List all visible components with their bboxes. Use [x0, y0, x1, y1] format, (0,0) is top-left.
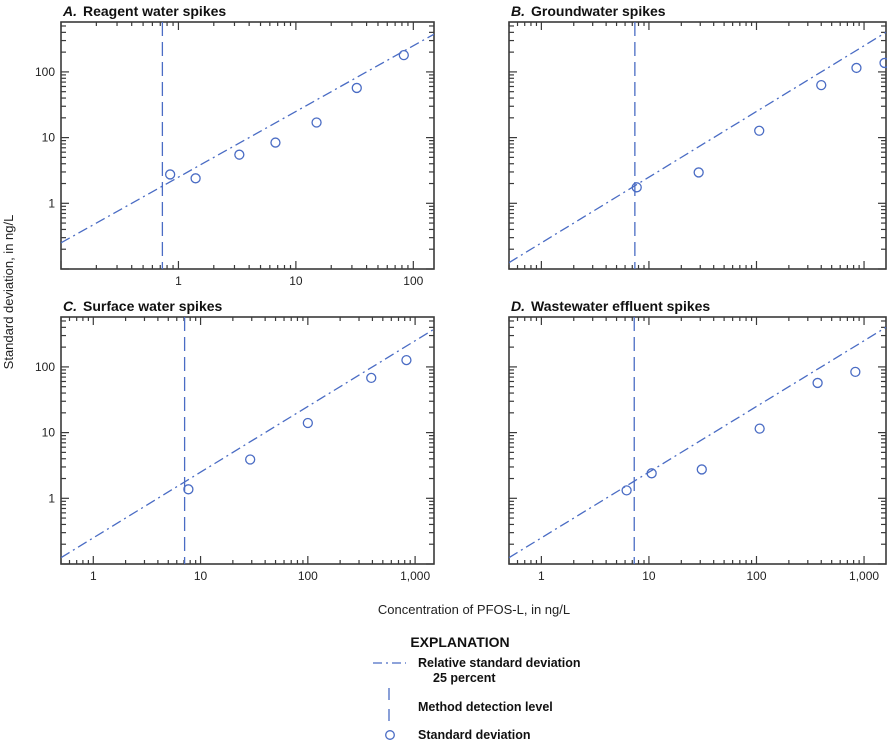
data-point	[816, 79, 827, 91]
rsd-line	[509, 31, 886, 264]
data-point	[302, 417, 313, 429]
plot-frame	[60, 316, 435, 565]
data-point	[270, 137, 281, 148]
legend-sd-label: Standard deviation	[418, 728, 531, 742]
y-axis-label: Standard deviation, in ng/L	[1, 215, 16, 370]
data-point	[351, 82, 362, 94]
panel-title-text: Wastewater effluent spikes	[531, 298, 710, 314]
y-tick-label: 100	[35, 65, 55, 79]
data-point	[401, 354, 412, 366]
data-point	[190, 173, 201, 184]
rsd-line	[61, 33, 434, 244]
x-tick-label: 10	[194, 569, 208, 583]
x-tick-label: 1,000	[849, 569, 879, 583]
panel-letter: D.	[511, 298, 525, 314]
data-point	[183, 484, 194, 495]
panels: A. Reagent water spikes 1 10 100 1 10 100 B. Grou…	[35, 3, 887, 583]
panel-letter: C.	[63, 298, 77, 314]
data-point	[398, 49, 409, 61]
x-tick-label: 10	[289, 274, 303, 288]
panel-title-text: Reagent water spikes	[83, 3, 226, 19]
x-tick-label: 1	[90, 569, 97, 583]
data-point	[812, 377, 823, 389]
rsd-line	[509, 326, 886, 559]
x-tick-label: 1	[538, 569, 545, 583]
data-point	[851, 62, 862, 74]
data-point	[245, 454, 256, 465]
data-point	[879, 57, 887, 69]
legend-rsd-sublabel: 25 percent	[433, 671, 496, 685]
rsd-line	[61, 328, 434, 559]
legend-circle-symbol	[385, 730, 395, 740]
y-tick-label: 100	[35, 360, 55, 374]
y-tick-label: 10	[42, 131, 56, 145]
legend-mdl-label: Method detection level	[418, 700, 553, 714]
panel-title-text: Surface water spikes	[83, 298, 223, 314]
panel-letter: A.	[62, 3, 77, 19]
x-tick-label: 100	[403, 274, 423, 288]
x-tick-label: 10	[642, 569, 656, 583]
panel-b: B. Groundwater spikes	[508, 3, 887, 270]
panel-d: D. Wastewater effluent spikes 1 10 100 1,000	[508, 298, 887, 583]
data-point	[311, 117, 322, 128]
data-point	[165, 169, 176, 180]
x-tick-label: 100	[746, 569, 766, 583]
data-point	[696, 464, 707, 475]
legend: EXPLANATION Relative standard deviation …	[373, 634, 581, 742]
legend-rsd-label: Relative standard deviation	[418, 656, 581, 670]
panel-letter: B.	[511, 3, 525, 19]
x-tick-label: 1,000	[400, 569, 430, 583]
data-point	[631, 182, 642, 193]
panel-title: D. Wastewater effluent spikes	[511, 298, 710, 314]
panel-title-text: Groundwater spikes	[531, 3, 666, 19]
panel-title: A. Reagent water spikes	[62, 3, 226, 19]
plot-frame	[508, 316, 887, 565]
data-point	[693, 167, 704, 178]
plot-area	[61, 317, 434, 564]
y-tick-label: 1	[48, 491, 55, 505]
data-point	[850, 366, 861, 378]
x-tick-label: 100	[298, 569, 318, 583]
data-point	[366, 372, 377, 384]
legend-title: EXPLANATION	[410, 634, 509, 650]
plot-area	[509, 317, 886, 564]
data-point	[754, 423, 765, 434]
x-axis-label: Concentration of PFOS-L, in ng/L	[378, 602, 570, 617]
data-point	[646, 468, 657, 479]
x-tick-label: 1	[175, 274, 182, 288]
data-point	[754, 125, 765, 136]
plot-area	[509, 22, 886, 269]
panel-title: B. Groundwater spikes	[511, 3, 666, 19]
y-tick-label: 10	[42, 426, 56, 440]
panel-c: C. Surface water spikes 1 10 100 1,000 1 10 100	[35, 298, 435, 583]
plot-frame	[60, 21, 435, 270]
y-tick-label: 1	[48, 196, 55, 210]
data-point	[621, 485, 632, 496]
plot-frame	[508, 21, 887, 270]
data-point	[234, 149, 245, 160]
plot-area	[61, 22, 434, 269]
panel-title: C. Surface water spikes	[63, 298, 223, 314]
panel-a: A. Reagent water spikes 1 10 100 1 10 100	[35, 3, 435, 288]
